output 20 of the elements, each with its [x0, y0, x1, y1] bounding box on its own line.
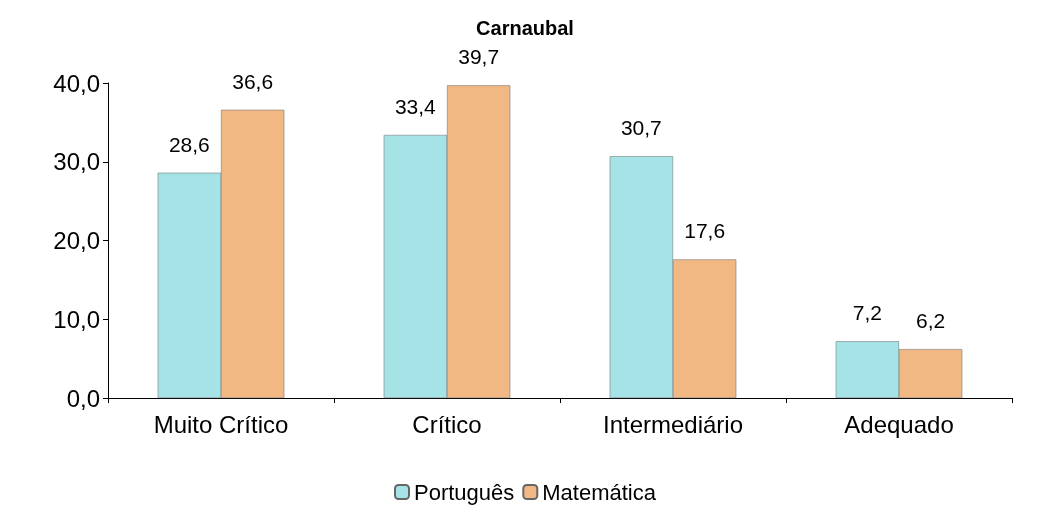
data-label: 28,6 [168, 132, 210, 156]
y-tick-label: 10,0 [53, 305, 100, 333]
legend-label: Português [414, 479, 515, 505]
x-tick-label: Crítico [412, 410, 482, 438]
data-label: 33,4 [394, 94, 437, 118]
x-tick-label: Adequado [844, 410, 954, 438]
data-label: 7,2 [852, 301, 882, 325]
data-label: 17,6 [684, 219, 726, 243]
y-tick-label: 40,0 [53, 69, 100, 97]
y-tick-label: 30,0 [53, 148, 100, 176]
x-tick-label: Muito Crítico [153, 410, 289, 438]
chart-title: Carnaubal [476, 17, 574, 39]
data-label: 36,6 [232, 69, 274, 93]
data-label: 39,7 [458, 45, 500, 69]
y-tick-label: 0,0 [66, 384, 100, 412]
x-tick-label: Intermediário [602, 410, 744, 438]
data-label: 30,7 [620, 116, 662, 140]
legend-label: Matemática [542, 479, 657, 505]
data-label: 6,2 [916, 309, 946, 333]
y-tick-label: 20,0 [53, 227, 100, 254]
